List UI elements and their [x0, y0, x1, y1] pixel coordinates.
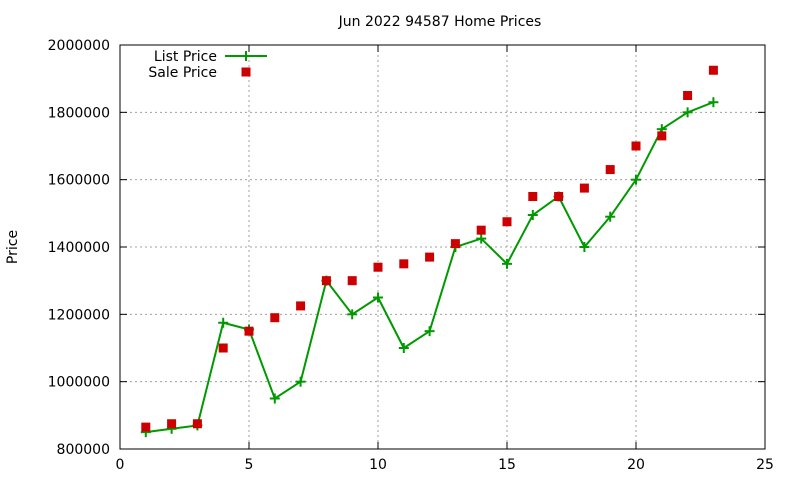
y-tick-label: 1200000 [48, 307, 110, 323]
data-point [631, 141, 641, 151]
x-tick-label: 20 [627, 457, 645, 473]
data-point [528, 192, 538, 201]
series-layer [140, 65, 719, 438]
data-point [192, 419, 202, 429]
legend-label: List Price [154, 49, 217, 65]
data-point [321, 276, 331, 286]
data-point [218, 343, 228, 353]
y-axis-label: Price [5, 230, 21, 264]
tick-layer: 0 5 10 15 20 25 800000 1000000 1200000 1400000 160… [48, 38, 774, 473]
data-point [502, 217, 512, 227]
plot-frame [119, 44, 766, 450]
chart-title: Jun 2022 94587 Home Prices [338, 14, 542, 30]
data-point [425, 252, 435, 262]
data-point [605, 165, 615, 175]
data-point [373, 262, 383, 272]
x-tick-label: 0 [116, 457, 125, 473]
y-tick-label: 1600000 [48, 173, 110, 189]
y-tick-label: 1400000 [48, 240, 110, 256]
series-sale-price [141, 65, 718, 432]
x-tick-label: 10 [369, 457, 387, 473]
data-point [476, 225, 486, 235]
y-tick-label: 2000000 [48, 38, 110, 54]
y-tick-label: 800000 [57, 442, 110, 458]
data-point [450, 239, 460, 249]
x-tick-label: 15 [498, 457, 516, 473]
series-line [145, 101, 714, 434]
legend-label: Sale Price [148, 65, 217, 81]
data-point [141, 422, 151, 432]
x-tick-label: 25 [756, 457, 774, 473]
data-point [244, 326, 254, 336]
y-tick-label: 1800000 [48, 105, 110, 121]
data-point [270, 313, 280, 323]
data-point [579, 183, 589, 193]
data-point [347, 276, 357, 286]
x-tick-label: 5 [245, 457, 254, 473]
legend-marker [241, 67, 251, 77]
grid-layer [120, 45, 765, 449]
data-point [296, 301, 306, 311]
data-point [708, 65, 718, 75]
y-tick-label: 1000000 [48, 375, 110, 391]
data-point [399, 259, 409, 269]
data-point [554, 192, 564, 201]
data-point [657, 131, 667, 141]
data-point [683, 91, 693, 100]
data-point [167, 419, 177, 429]
